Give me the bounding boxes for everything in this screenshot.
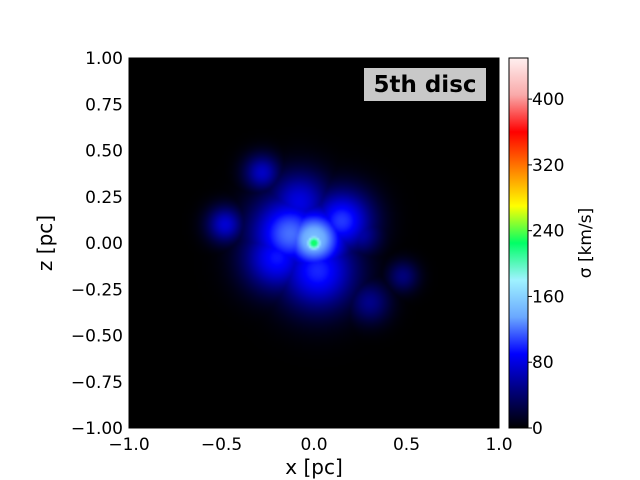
annotation-box (364, 68, 486, 101)
colorbar-tick-label: 0 (532, 419, 543, 439)
colorbar-tick-label: 400 (532, 90, 564, 110)
annotation-label: 5th disc (373, 72, 476, 98)
y-tick-label: −0.50 (71, 327, 123, 347)
x-tick-label: 0.5 (393, 435, 420, 455)
y-axis-label: z [pc] (33, 215, 57, 271)
y-tick-label: 1.00 (85, 49, 123, 69)
x-tick-label: 0.0 (300, 435, 327, 455)
colorbar-label: σ [km/s] (576, 208, 596, 278)
x-tick-label: −1.0 (108, 435, 149, 455)
y-tick-label: 0.75 (85, 95, 123, 115)
heatmap-image (129, 58, 499, 428)
x-axis: −1.0 −0.5 0.0 0.5 1.0 (108, 58, 513, 455)
colorbar-tick-label: 240 (532, 222, 564, 242)
y-tick-label: 0.25 (85, 188, 123, 208)
colorbar-axis: 0 80 160 240 320 400 (528, 90, 564, 439)
colorbar-tick-label: 80 (532, 353, 554, 373)
y-tick-label: 0.00 (85, 234, 123, 254)
colorbar-tick-label: 320 (532, 156, 564, 176)
y-tick-label: −0.75 (71, 373, 123, 393)
y-axis: 1.00 0.75 0.50 0.25 0.00 −0.25 −0.50 −0.75 −1.00 (71, 49, 499, 439)
y-tick-label: −0.25 (71, 280, 123, 300)
x-axis-label: x [pc] (285, 455, 343, 479)
y-tick-label: −1.00 (71, 419, 123, 439)
x-tick-label: −0.5 (201, 435, 242, 455)
colorbar (508, 57, 529, 429)
colorbar-tick-label: 160 (532, 287, 564, 307)
x-tick-label: 1.0 (485, 435, 512, 455)
y-tick-label: 0.50 (85, 142, 123, 162)
